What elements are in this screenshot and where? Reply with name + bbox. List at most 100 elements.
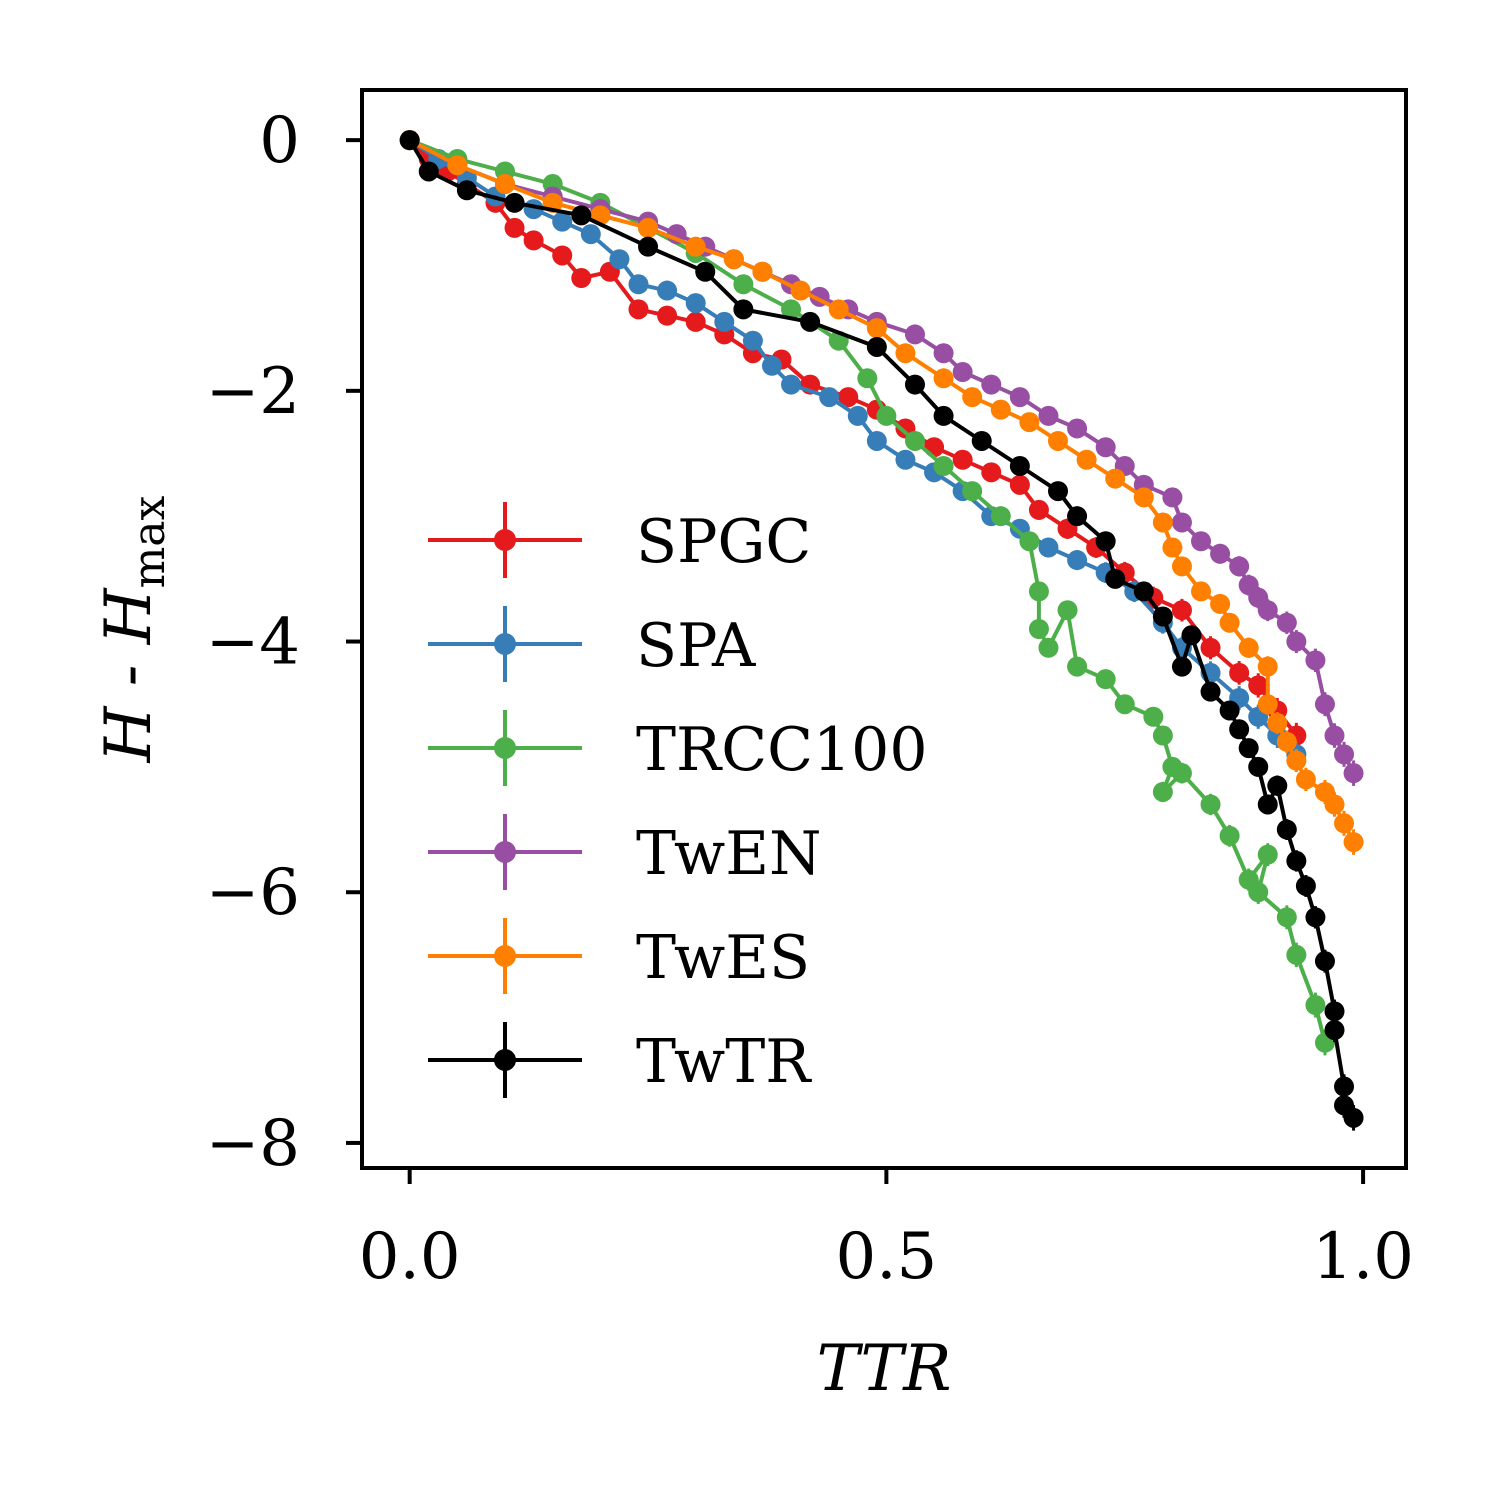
data-point (1210, 543, 1231, 564)
x-axis-label: TTR (817, 1332, 952, 1406)
data-point (962, 481, 983, 502)
data-point (1305, 650, 1326, 671)
data-point (1028, 619, 1049, 639)
data-point (866, 318, 887, 339)
data-point (638, 236, 659, 257)
data-point (638, 217, 659, 238)
data-point (685, 293, 706, 314)
data-point (628, 299, 649, 320)
data-point (1229, 556, 1250, 577)
data-point (962, 387, 983, 408)
data-point (1038, 537, 1059, 558)
series-line-trcc100 (408, 138, 1327, 1044)
data-point (1095, 437, 1116, 458)
data-point (933, 456, 954, 477)
data-point (523, 230, 544, 251)
data-point (904, 374, 925, 395)
x-tick-label: 0.0 (359, 1220, 461, 1294)
y-axis-label-subscript: max (124, 495, 175, 588)
data-point (552, 211, 573, 232)
legend-marker (494, 529, 516, 551)
data-point (1238, 637, 1259, 658)
data-point (1219, 700, 1240, 721)
data-point (1095, 531, 1116, 552)
data-point (971, 430, 992, 451)
data-point (1200, 637, 1221, 658)
legend-marker (494, 1049, 516, 1071)
data-point (456, 180, 477, 201)
data-point (1257, 844, 1278, 865)
data-point (742, 330, 763, 351)
series-layer (399, 130, 1364, 1131)
data-point (1162, 487, 1183, 508)
data-point (1200, 681, 1221, 702)
data-point (1200, 794, 1221, 815)
y-tick-label: 0 (259, 104, 300, 178)
data-point (1105, 568, 1126, 589)
data-point (1210, 593, 1231, 614)
series-twes (399, 130, 1364, 855)
data-point (1286, 944, 1307, 965)
y-axis-label-main: H - H (92, 587, 166, 763)
data-point (1305, 995, 1326, 1016)
data-point (1171, 556, 1192, 577)
data-point (1038, 637, 1059, 658)
series-spgc (399, 130, 1307, 749)
data-point (1171, 600, 1192, 621)
data-point (847, 405, 868, 426)
legend-marker (494, 633, 516, 655)
data-point (552, 245, 573, 266)
data-point (1286, 631, 1307, 652)
data-point (1019, 412, 1040, 433)
series-line-twtr (407, 139, 1356, 1120)
legend-label: TwES (636, 923, 810, 993)
data-point (504, 217, 525, 238)
data-point (1019, 531, 1040, 552)
data-point (418, 161, 439, 182)
data-point (1276, 819, 1297, 840)
data-point (1152, 512, 1173, 533)
data-point (1143, 706, 1164, 727)
data-point (733, 274, 754, 295)
data-point (761, 355, 782, 376)
data-point (1324, 1020, 1345, 1041)
data-point (1276, 731, 1297, 752)
data-point (1334, 1076, 1355, 1097)
y-tick-label: −4 (206, 606, 300, 680)
data-point (1314, 951, 1335, 972)
axes-frame (360, 88, 1408, 1170)
legend-item-spgc: SPGC (428, 502, 811, 578)
data-point (1152, 606, 1173, 627)
data-point (1229, 719, 1250, 740)
data-point (1181, 625, 1202, 646)
data-point (1133, 487, 1154, 508)
data-point (1257, 656, 1278, 677)
data-point (1324, 725, 1345, 746)
data-point (876, 405, 897, 426)
data-point (1152, 781, 1173, 802)
data-point (1248, 675, 1269, 696)
data-point (1009, 387, 1030, 408)
data-point (1048, 481, 1068, 502)
legend: SPGC SPA TRCC100 TwEN TwES TwTR (428, 502, 928, 1098)
data-point (952, 449, 973, 470)
data-point (1171, 763, 1192, 784)
data-point (1343, 832, 1364, 853)
series-line-spgc (408, 138, 1298, 737)
data-point (714, 311, 735, 332)
y-axis-label: H - Hmax (92, 495, 175, 763)
ticks-layer: 0.0 0.5 1.0 0 −2 −4 −6 −8 (206, 104, 1414, 1294)
data-point (399, 130, 420, 151)
legend-marker (494, 737, 516, 759)
legend-item-twtr: TwTR (428, 1022, 812, 1098)
data-point (866, 430, 887, 451)
data-point (1105, 468, 1126, 489)
data-point (1009, 456, 1030, 477)
data-point (1152, 725, 1173, 746)
data-point (1219, 825, 1240, 846)
data-point (1314, 694, 1335, 715)
data-point (895, 343, 916, 364)
legend-item-spa: SPA (428, 606, 756, 682)
data-point (933, 368, 954, 389)
data-point (981, 374, 1002, 395)
